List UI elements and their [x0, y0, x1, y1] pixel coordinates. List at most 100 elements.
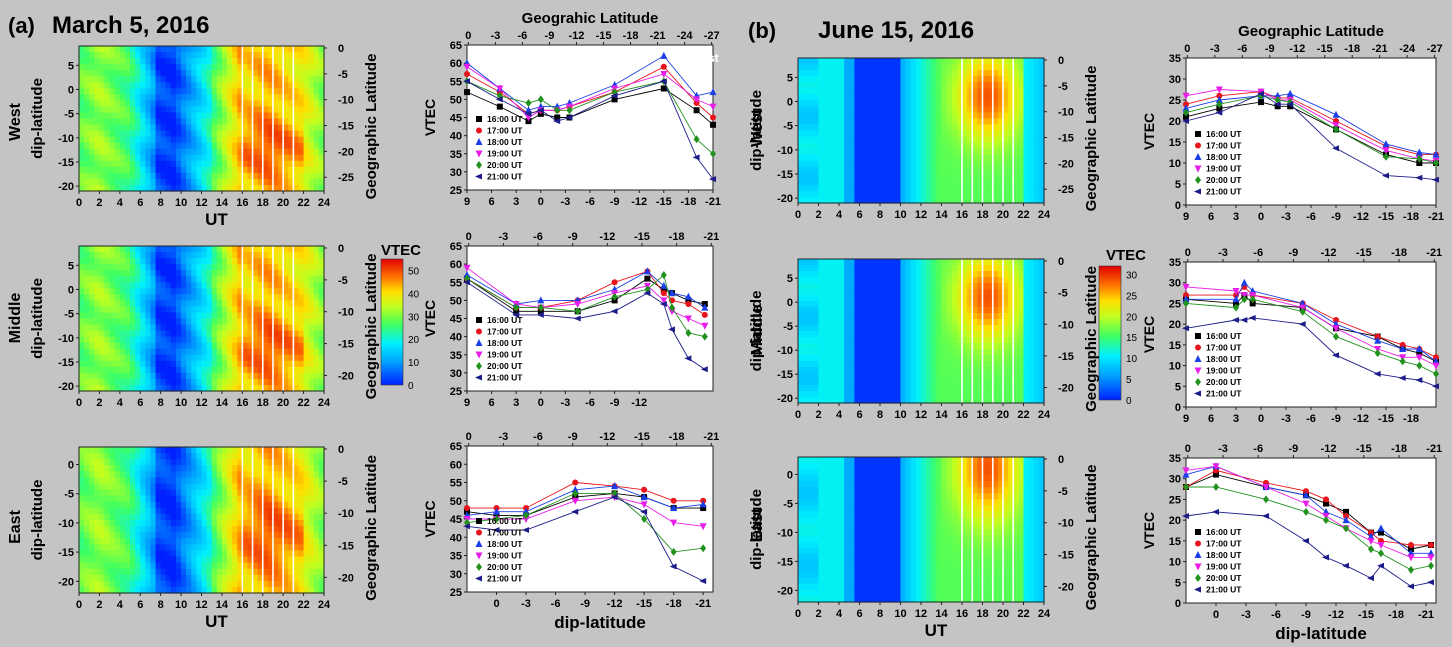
heatmap-cell [221, 258, 228, 265]
heatmap-cell [104, 544, 111, 552]
heatmap-cell [962, 130, 968, 138]
heatmap-cell [94, 184, 101, 192]
heatmap-cell [303, 471, 310, 479]
heatmap-cell [267, 276, 274, 283]
region-label-middle-b: Middle [749, 305, 766, 356]
heatmap-cell [104, 342, 111, 350]
heatmap-cell [130, 459, 136, 466]
heatmap-cell [170, 306, 177, 314]
heatmap-cell [221, 306, 228, 314]
y2-tick-label: -5 [338, 275, 348, 287]
heatmap-cell [298, 184, 305, 192]
colorbar-a-ramp [380, 258, 404, 386]
heatmap-cell [864, 76, 871, 83]
heatmap-cell [140, 70, 146, 77]
heatmap-cell [206, 471, 213, 479]
heatmap-cell [221, 568, 228, 576]
heatmap-cell [257, 562, 264, 570]
heatmap-cell [926, 142, 932, 150]
heatmap-cell [216, 76, 223, 83]
heatmap-cell [186, 112, 192, 120]
heatmap-cell [303, 513, 310, 521]
heatmap-cell [946, 112, 953, 120]
heatmap-cell [155, 172, 162, 180]
heatmap-cell [283, 520, 289, 527]
heatmap-cell [186, 52, 192, 59]
heatmap-cell [170, 471, 177, 479]
heatmap-cell [298, 130, 305, 138]
heatmap-cell [196, 360, 203, 368]
heatmap-cell [967, 160, 973, 168]
heatmap-cell [278, 276, 284, 283]
heatmap-cell [242, 124, 249, 132]
heatmap-cell [318, 354, 325, 362]
heatmap-cell [298, 58, 305, 65]
heatmap-cell [135, 124, 141, 132]
heatmap-cell [313, 330, 320, 338]
heatmap-cell [823, 70, 830, 77]
heatmap-cell [175, 465, 182, 472]
heatmap-cell [798, 94, 804, 101]
heatmap-cell [104, 336, 111, 344]
heatmap-cell [216, 46, 223, 53]
heatmap-cell [283, 465, 289, 472]
heatmap-cell [119, 586, 126, 594]
heatmap-cell [206, 568, 213, 576]
heatmap-cell [298, 312, 305, 320]
heatmap-cell [114, 378, 121, 386]
heatmap-cell [262, 538, 269, 545]
heatmap-cell [181, 378, 187, 386]
heatmap-cell [823, 265, 830, 272]
heatmap-cell [170, 447, 177, 454]
heatmap-cell [181, 520, 187, 527]
heatmap-cell [1013, 106, 1019, 113]
heatmap-cell [313, 520, 320, 527]
heatmap-cell [272, 172, 279, 180]
heatmap-cell [869, 160, 876, 168]
heatmap-cell [278, 459, 284, 466]
heatmap-cell [818, 100, 825, 107]
heatmap-cell [288, 184, 294, 192]
heatmap-cell [114, 372, 121, 380]
heatmap-cell [140, 264, 146, 271]
heatmap-cell [119, 550, 126, 558]
heatmap-cell [206, 76, 213, 83]
heatmap-cell [124, 282, 131, 289]
heatmap-cell [874, 106, 881, 113]
heatmap-cell [874, 82, 881, 89]
heatmap-cell [175, 378, 182, 386]
heatmap-cell [885, 58, 891, 65]
heatmap-cell [1008, 124, 1014, 132]
heatmap-cell [181, 348, 187, 356]
heatmap-cell [201, 586, 208, 594]
heatmap-cell [247, 306, 254, 314]
heatmap-cell [181, 342, 187, 350]
heatmap-cell [252, 348, 259, 356]
heatmap-cell [165, 342, 172, 350]
heatmap-cell [155, 70, 162, 77]
heatmap-cell [237, 526, 243, 533]
heatmap-cell [1028, 94, 1035, 101]
heatmap-cell [1013, 172, 1019, 180]
heatmap-cell [951, 76, 958, 83]
heatmap-cell [997, 178, 1004, 186]
heatmap-cell [252, 64, 259, 71]
heatmap-cell [99, 318, 106, 326]
heatmap-cell [318, 294, 325, 301]
heatmap-cell [124, 258, 131, 265]
heatmap-cell [298, 124, 305, 132]
heatmap-cell [1033, 148, 1040, 156]
heatmap-cell [196, 172, 203, 180]
heatmap-cell [165, 252, 172, 259]
heatmap-cell [967, 112, 973, 120]
heatmap-cell [313, 264, 320, 271]
heatmap-cell [186, 378, 192, 386]
heatmap-cell [318, 459, 325, 466]
heatmap-cell [890, 178, 896, 186]
heatmap-cell [150, 544, 157, 552]
heatmap-cell [196, 88, 203, 95]
heatmap-cell [242, 312, 249, 320]
heatmap-cell [221, 586, 228, 594]
heatmap-cell [267, 88, 274, 95]
heatmap-cell [859, 58, 866, 65]
